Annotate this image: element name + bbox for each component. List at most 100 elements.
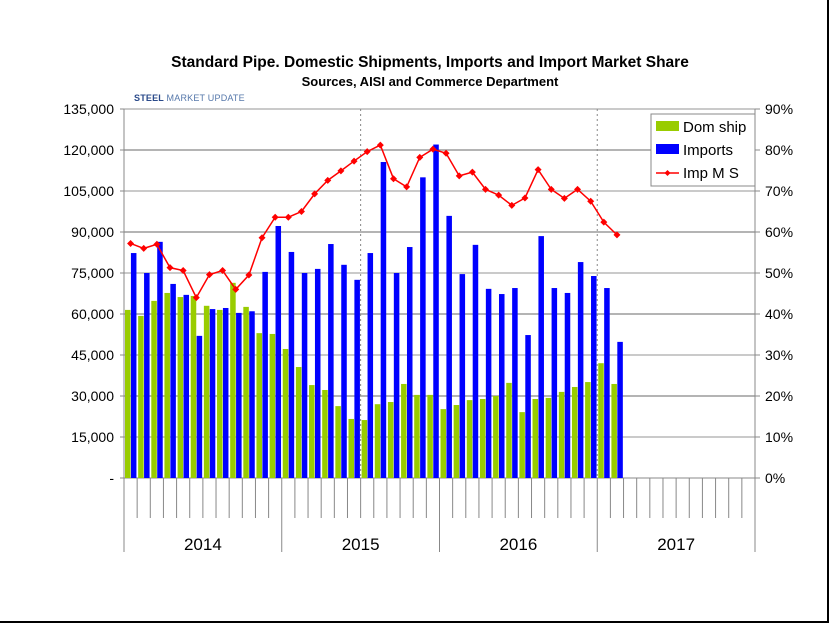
imports-bar: [341, 264, 347, 478]
chart-subtitle: Sources, AISI and Commerce Department: [301, 74, 559, 89]
left-tick-label: 60,000: [71, 306, 114, 322]
chart-title: Standard Pipe. Domestic Shipments, Impor…: [171, 54, 689, 71]
right-tick-label: 0%: [765, 470, 785, 486]
dom-ship-bar: [532, 399, 539, 478]
imports-bar: [288, 251, 295, 478]
left-tick-label: 105,000: [63, 183, 114, 199]
right-tick-label: 60%: [765, 224, 793, 240]
imp-ms-point: [574, 185, 582, 193]
imp-ms-point: [416, 153, 424, 161]
dom-ship-bar: [309, 385, 315, 478]
imports-bar: [472, 244, 479, 478]
imp-ms-point: [140, 244, 148, 252]
year-label: 2017: [657, 535, 695, 554]
imports-bar: [512, 288, 518, 478]
right-tick-label: 10%: [765, 429, 793, 445]
imports-bar: [222, 307, 229, 478]
dom-ship-bar: [374, 404, 381, 478]
legend-imp-ms-label: Imp M S: [683, 165, 739, 182]
imp-ms-point: [205, 271, 213, 279]
dom-ship-bar: [348, 418, 355, 478]
imports-bar: [485, 288, 492, 478]
imports-bar: [617, 341, 623, 478]
imports-bar: [367, 253, 374, 478]
imp-ms-point: [508, 201, 516, 209]
right-tick-label: 80%: [765, 142, 793, 158]
dom-ship-bar: [506, 382, 512, 478]
imp-ms-point: [600, 218, 608, 226]
dom-ship-bar: [295, 367, 302, 478]
dom-ship-bar: [230, 282, 236, 478]
dom-ship-bar: [387, 402, 394, 478]
imports-bar: [262, 271, 268, 478]
legend-imports-swatch: [656, 144, 679, 154]
imp-ms-point: [219, 267, 227, 275]
imports-bar: [604, 288, 610, 478]
right-tick-label: 50%: [765, 265, 793, 281]
right-tick-label: 30%: [765, 347, 793, 363]
dom-ship-bar: [440, 409, 447, 478]
imports-bar: [420, 177, 426, 479]
imp-ms-point: [153, 240, 161, 248]
dom-ship-bar: [611, 383, 617, 478]
imp-ms-point: [495, 191, 503, 199]
dom-ship-bar: [203, 305, 210, 478]
imports-bar: [564, 292, 571, 478]
dom-ship-bar: [151, 300, 157, 478]
imports-bar: [459, 274, 466, 478]
imports-bar: [236, 312, 242, 478]
left-tick-label: 75,000: [71, 265, 114, 281]
imp-ms-point: [297, 208, 305, 215]
imports-bar: [393, 273, 400, 478]
legend-dom-ship-label: Dom ship: [683, 119, 746, 136]
imp-ms-point: [534, 166, 542, 174]
right-tick-label: 90%: [765, 101, 793, 117]
dom-ship-bar: [401, 383, 407, 478]
imports-bar: [144, 273, 150, 478]
imp-ms-point: [482, 185, 490, 193]
imports-bar: [196, 335, 203, 478]
left-tick-label: -: [109, 470, 114, 486]
right-tick-label: 20%: [765, 388, 793, 404]
imp-ms-point: [587, 197, 595, 205]
imp-ms-point: [127, 239, 135, 247]
year-label: 2016: [499, 535, 537, 554]
dom-ship-bar: [177, 297, 184, 478]
imp-ms-point: [166, 264, 174, 272]
dom-ship-bar: [217, 309, 223, 478]
dom-ship-bar: [164, 292, 170, 478]
dom-ship-bar: [493, 396, 499, 478]
imp-ms-point: [258, 234, 266, 242]
dom-ship-bar: [519, 412, 525, 478]
dom-ship-bar: [125, 309, 131, 478]
imp-ms-point: [613, 231, 621, 239]
imports-bar: [591, 276, 597, 478]
imports-bar: [275, 225, 282, 478]
imports-bar: [301, 273, 308, 478]
dom-ship-bar: [190, 295, 197, 478]
left-tick-label: 135,000: [63, 101, 114, 117]
legend-imports-label: Imports: [683, 142, 733, 159]
dom-ship-bar: [571, 386, 578, 478]
left-tick-label: 90,000: [71, 224, 114, 240]
dom-ship-bar: [558, 391, 565, 478]
imp-ms-point: [311, 190, 319, 198]
year-label: 2014: [184, 535, 222, 554]
left-tick-label: 15,000: [71, 429, 114, 445]
imports-bar: [446, 215, 452, 478]
imp-ms-point: [547, 185, 555, 193]
dom-ship-bar: [282, 348, 289, 478]
imp-ms-point: [468, 168, 476, 176]
imports-bar: [209, 309, 216, 478]
imports-bar: [551, 288, 558, 478]
imp-ms-point: [560, 194, 568, 202]
imp-ms-point: [403, 183, 411, 191]
imports-bar: [498, 294, 505, 478]
dom-ship-bar: [361, 420, 368, 478]
left-tick-label: 30,000: [71, 388, 114, 404]
imports-bar: [157, 241, 163, 478]
right-tick-label: 70%: [765, 183, 793, 199]
dom-ship-bar: [269, 333, 276, 478]
